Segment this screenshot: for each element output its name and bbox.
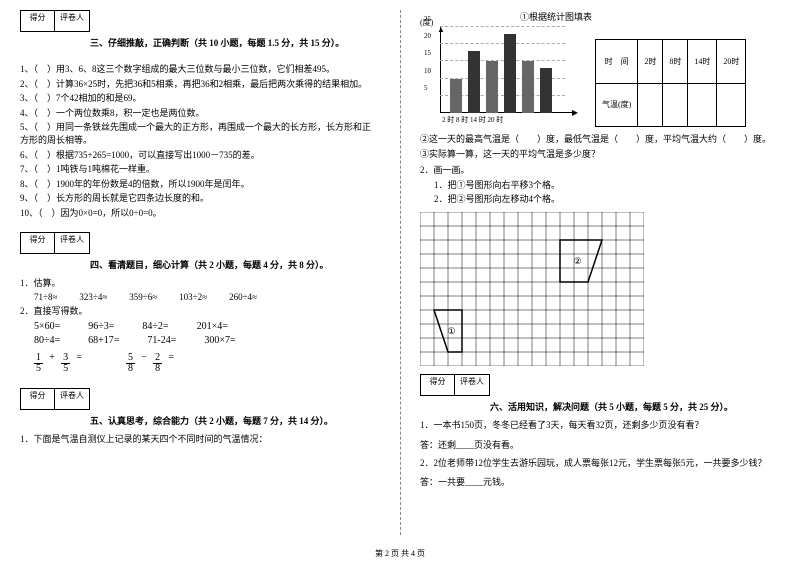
q3-2: 2、（ ）计算36×25时，先把36和5相乘，再把36和2相乘，最后把两次乘得的… bbox=[20, 78, 380, 91]
calc-row-1: 5×60= 96÷3= 84÷2= 201×4= bbox=[34, 321, 380, 332]
q2-label: 2．画一画。 bbox=[420, 164, 780, 177]
grader-cell: 评卷人 bbox=[55, 232, 90, 254]
q3-1: 1、（ ）用3、6、8这三个数字组成的最大三位数与最小三位数，它们相差495。 bbox=[20, 63, 380, 76]
grader-cell: 评卷人 bbox=[55, 10, 90, 32]
bar-chart: (度) ▲ ▶ 510152025 2 时 8 时 14 时 20 时 bbox=[420, 27, 575, 127]
svg-text:②: ② bbox=[573, 256, 581, 266]
frac-2a: 58 bbox=[126, 353, 135, 374]
q3-3: 3、（ ）7个42相加的和是69。 bbox=[20, 92, 380, 105]
q3-6: 6、（ ）根据735+265=1000，可以直接写出1000－735的差。 bbox=[20, 149, 380, 162]
q3-4: 4、（ ）一个两位数乘8，积一定也是两位数。 bbox=[20, 107, 380, 120]
q3-9: 9、（ ）长方形的周长就是它四条边长度的和。 bbox=[20, 192, 380, 205]
score-box-sec3: 得分 评卷人 bbox=[20, 10, 380, 32]
page-footer: 第 2 页 共 4 页 bbox=[0, 548, 800, 559]
arrow-right-icon: ▶ bbox=[572, 108, 578, 117]
calc-row-2: 80÷4= 68+17= 71-24= 300×7= bbox=[34, 335, 380, 346]
q6-2: 2．2位老师带12位学生去游乐园玩，成人票每张12元，学生票每张5元，一共要多少… bbox=[420, 457, 780, 470]
grader-cell: 评卷人 bbox=[55, 388, 90, 410]
q5-1: 1．下面是气温自测仪上记录的某天四个不同时间的气温情况： bbox=[20, 433, 380, 446]
section-3-title: 三、仔细推敲，正确判断（共 10 小题，每题 1.5 分，共 15 分）。 bbox=[90, 36, 380, 49]
ans-6-1: 答：还剩____页没有看。 bbox=[420, 438, 780, 451]
q3-5: 5、（ ）用同一条铁丝先围成一个最大的正方形，再围成一个最大的长方形，长方形和正… bbox=[20, 121, 380, 146]
grid-diagram: ②① bbox=[420, 212, 780, 366]
q3-7: 7、（ ）1吨铁与1吨棉花一样重。 bbox=[20, 163, 380, 176]
section-6-title: 六、活用知识，解决问题（共 5 小题，每题 5 分，共 25 分）。 bbox=[490, 400, 780, 413]
section-5-title: 五、认真思考，综合能力（共 2 小题，每题 7 分，共 14 分）。 bbox=[90, 414, 380, 427]
score-box-sec4: 得分 评卷人 bbox=[20, 232, 380, 254]
q3-8: 8、（ ）1900年的年份数是4的倍数，所以1900年是闰年。 bbox=[20, 178, 380, 191]
chart-title: ①根据统计图填表 bbox=[520, 10, 780, 23]
score-cell: 得分 bbox=[20, 10, 55, 32]
right-column: ①根据统计图填表 (度) ▲ ▶ 510152025 2 时 8 时 14 时 … bbox=[400, 0, 800, 540]
q2-s2: 2．把②号图形向左移动4个格。 bbox=[434, 193, 780, 206]
grader-cell: 评卷人 bbox=[455, 374, 490, 396]
frac-row: 15 + 35 = 58 − 28 = bbox=[34, 352, 380, 374]
score-box-sec6: 得分 评卷人 bbox=[420, 374, 780, 396]
x-labels: 2 时 8 时 14 时 20 时 bbox=[442, 115, 503, 125]
q3-10: 10、（ ）因为0×0=0，所以0÷0=0。 bbox=[20, 207, 380, 220]
section-4-title: 四、看清题目，细心计算（共 2 小题，每题 4 分，共 8 分）。 bbox=[90, 258, 380, 271]
score-cell: 得分 bbox=[20, 388, 55, 410]
svg-text:①: ① bbox=[447, 326, 455, 336]
frac-1b: 35 bbox=[61, 353, 70, 374]
q4-2-label: 2．直接写得数。 bbox=[20, 305, 380, 318]
left-column: 得分 评卷人 三、仔细推敲，正确判断（共 10 小题，每题 1.5 分，共 15… bbox=[0, 0, 400, 540]
q2-s1: 1．把①号图形向右平移3个格。 bbox=[434, 179, 780, 192]
q4-1-label: 1．估算。 bbox=[20, 277, 380, 290]
frac-2b: 28 bbox=[153, 353, 162, 374]
score-cell: 得分 bbox=[420, 374, 455, 396]
score-box-sec5: 得分 评卷人 bbox=[20, 388, 380, 410]
score-cell: 得分 bbox=[20, 232, 55, 254]
chart-q3: ③实际算一算，这一天的平均气温是多少度？ bbox=[420, 148, 780, 161]
est-row: 71÷8≈ 323÷4≈ 359÷6≈ 103÷2≈ 260÷4≈ bbox=[34, 292, 380, 302]
chart-q2: ②这一天的最高气温是（ ）度，最低气温是（ ）度，平均气温大约（ ）度。 bbox=[420, 133, 780, 146]
frac-1a: 15 bbox=[34, 353, 43, 374]
q6-1: 1．一本书150页，冬冬已经看了3天，每天看32页，还剩多少页没有看？ bbox=[420, 419, 780, 432]
temperature-table: 时 间 2时 8时 14时 20时 气温(度) bbox=[595, 39, 746, 127]
ans-6-2: 答：一共要____元钱。 bbox=[420, 475, 780, 488]
